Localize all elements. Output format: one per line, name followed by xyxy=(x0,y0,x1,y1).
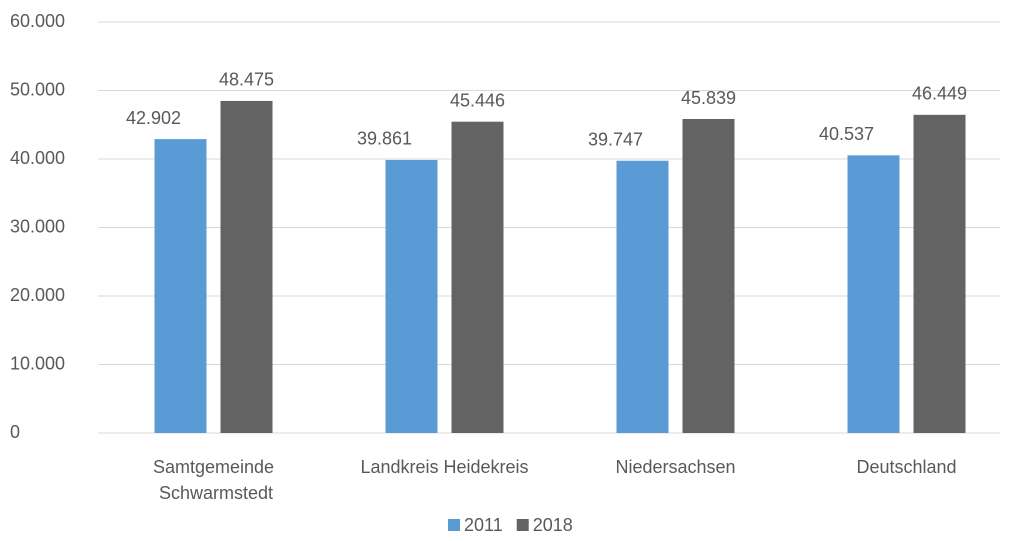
bar xyxy=(616,160,669,434)
data-label: 40.537 xyxy=(819,124,874,144)
data-label: 45.839 xyxy=(681,88,736,108)
y-tick-label: 0 xyxy=(10,422,20,442)
y-tick-label: 20.000 xyxy=(10,285,65,305)
y-tick-label: 40.000 xyxy=(10,148,65,168)
bar xyxy=(451,121,504,434)
y-tick-label: 50.000 xyxy=(10,79,65,99)
data-label: 45.446 xyxy=(450,90,505,110)
bar xyxy=(154,139,207,433)
data-label: 39.747 xyxy=(588,129,643,149)
bar xyxy=(913,114,966,434)
bar xyxy=(220,100,273,433)
data-label: 42.902 xyxy=(126,108,181,128)
y-tick-label: 30.000 xyxy=(10,216,65,236)
y-tick-label: 60.000 xyxy=(10,11,65,31)
x-tick-label: Samtgemeinde Schwarmstedt xyxy=(153,457,274,503)
legend-label: 2018 xyxy=(533,515,573,535)
legend-label: 2011 xyxy=(464,515,503,535)
y-tick-label: 10.000 xyxy=(10,353,65,373)
x-tick-label: Landkreis Heidekreis xyxy=(360,457,528,477)
data-label: 39.861 xyxy=(357,129,412,149)
bar xyxy=(385,159,438,433)
legend-swatch xyxy=(448,519,460,531)
legend-swatch xyxy=(516,519,529,531)
data-label: 48.475 xyxy=(219,70,274,90)
bar xyxy=(847,155,900,434)
bar xyxy=(682,119,735,433)
data-label: 46.449 xyxy=(912,84,967,104)
x-tick-label: Niedersachsen xyxy=(615,457,735,477)
x-tick-label: Deutschland xyxy=(856,457,956,477)
